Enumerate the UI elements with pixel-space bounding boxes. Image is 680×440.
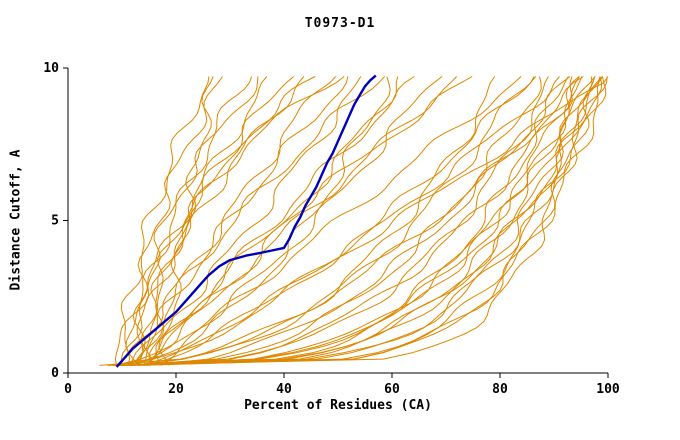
model-curve [144,76,560,366]
model-curve [143,76,349,366]
x-tick-label: 0 [64,382,72,397]
model-curve [123,76,580,366]
model-curve [135,76,305,366]
model-curve [109,76,391,366]
model-curve [155,76,473,366]
model-curve [99,76,496,366]
axes [63,67,609,378]
x-tick-label: 100 [596,382,620,397]
tick-labels: 0 20 40 60 80 100 0 5 10 [43,61,620,397]
model-curve [112,76,596,366]
y-tick-label: 10 [43,61,59,76]
x-tick-label: 80 [492,382,508,397]
model-curve [115,76,604,366]
model-curve [124,76,537,366]
model-curve [136,76,580,366]
x-tick-label: 20 [168,382,184,397]
model-curve [120,76,210,366]
y-tick-label: 0 [51,366,59,381]
model-curve [122,76,603,366]
model-curve [158,76,214,366]
model-curve [139,76,593,366]
model-curve [114,76,268,366]
model-curve [143,76,609,366]
model-curve [147,76,571,366]
model-curve [115,76,596,366]
model-curve [118,76,569,366]
model-curve [128,76,583,366]
model-curve [107,76,535,366]
model-curve [120,76,253,366]
model-curve [148,76,345,366]
chart-title: T0973-D1 [304,16,376,31]
server-model-curves [99,76,609,366]
model-curve [133,76,399,366]
model-curve [160,76,522,366]
x-axis-label: Percent of Residues (CA) [244,398,432,413]
model-curve [138,76,584,366]
model-curve [134,76,295,366]
model-curve [132,76,259,366]
model-curve [116,76,608,366]
model-curve [125,76,223,366]
model-curve [129,76,607,366]
model-curve [135,76,386,366]
model-curve [118,76,337,366]
x-tick-label: 60 [384,382,400,397]
x-tick-label: 40 [276,382,292,397]
y-tick-label: 5 [51,214,59,229]
model-curve [115,76,443,366]
highlighted-curve [115,74,377,368]
model-curve [118,76,601,366]
model-curve [140,76,316,366]
model-curve [143,76,458,366]
